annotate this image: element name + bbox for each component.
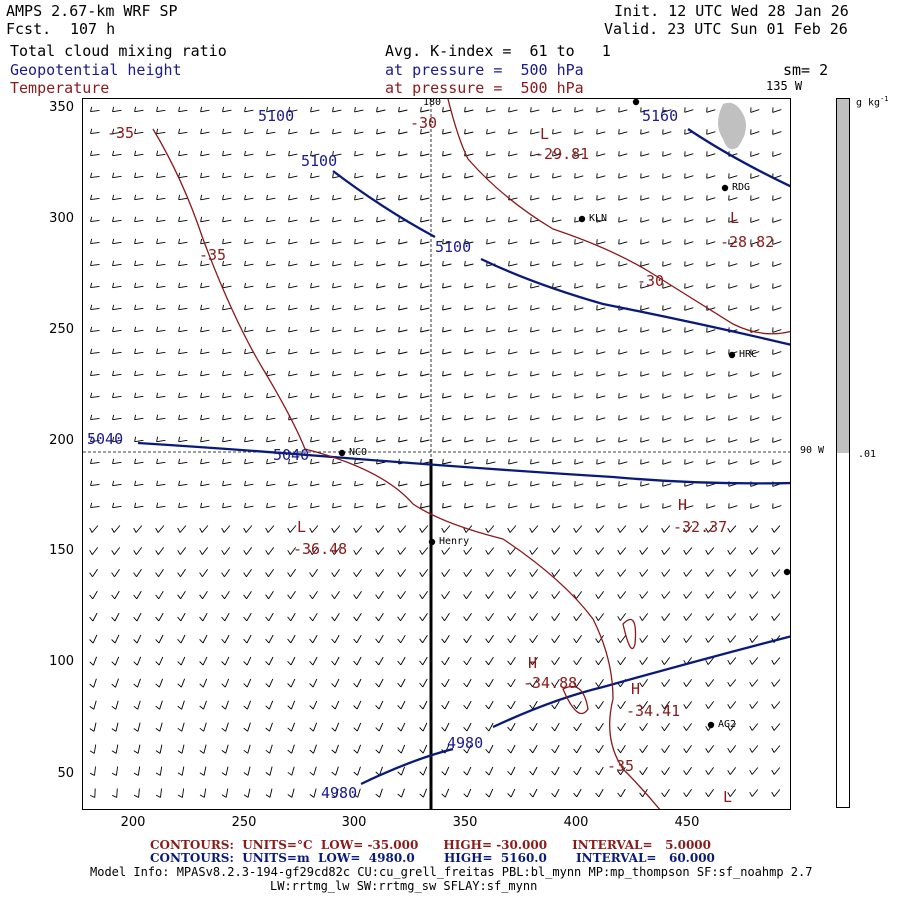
height-label: 5040 xyxy=(273,446,310,464)
temp-contour-north xyxy=(447,99,790,335)
height-label: 4980 xyxy=(447,734,484,752)
k-index-range: Avg. K-index = 61 to 1 xyxy=(385,42,611,60)
temp-contour-loop-a xyxy=(622,618,637,650)
height-contour-4980-b xyxy=(492,635,790,729)
field-cloud-label: Total cloud mixing ratio xyxy=(10,42,227,60)
extremum-value: -36.48 xyxy=(293,540,348,558)
extremum-type: L xyxy=(540,125,550,143)
height-label: 5100 xyxy=(435,238,472,256)
height-contour-5040 xyxy=(137,441,790,485)
extremum-type: H xyxy=(631,680,641,698)
field-temp-label: Temperature xyxy=(10,79,110,97)
height-label: 5100 xyxy=(258,107,295,125)
temp-pressure: at pressure = 500 hPa xyxy=(385,79,584,97)
temp-label: -35 xyxy=(199,246,227,264)
footer-height-contours: CONTOURS: UNITS=m LOW= 4980.0 HIGH= 5160… xyxy=(150,851,715,865)
model-info-line1: Model Info: MPASv8.2.3-194-gf29cd82c CU:… xyxy=(90,865,813,879)
extremum-type: L xyxy=(297,518,307,536)
forecast-label: Fcst. xyxy=(6,20,52,38)
temp-contour-west xyxy=(152,128,661,809)
height-label: 5040 xyxy=(87,430,124,448)
station-label: Henry xyxy=(439,536,470,547)
temp-contour-loop-b xyxy=(562,685,589,715)
extremum-value: -32.37 xyxy=(673,518,728,536)
station-label: AG2 xyxy=(718,719,737,730)
station-dot xyxy=(428,538,436,546)
extremum-type: L xyxy=(730,209,740,227)
x-tick: 350 xyxy=(452,815,478,830)
temp-label: -30 xyxy=(637,272,665,290)
colorbar-units: g kg-1 xyxy=(856,95,889,109)
smoothing-label: sm= 2 xyxy=(783,61,829,79)
extremum-value: -34.88 xyxy=(523,674,578,692)
x-tick: 450 xyxy=(674,815,700,830)
y-tick: 250 xyxy=(49,322,74,337)
extremum-value: -34.41 xyxy=(626,702,681,720)
height-contour-4980-a xyxy=(360,747,454,786)
model-title: AMPS 2.67-km WRF SP xyxy=(6,2,178,20)
x-tick: 250 xyxy=(231,815,257,830)
height-label: 5160 xyxy=(642,107,679,125)
map-plot: RDG KLN HRC NCO Henry AG2 180 5100 5100 … xyxy=(82,98,791,810)
station-dot xyxy=(728,351,736,359)
wind-barbs xyxy=(89,106,782,798)
station-label: HRC xyxy=(739,349,758,360)
colorbar-threshold: .01 xyxy=(858,449,877,460)
lon-135-label: 135 W xyxy=(766,79,803,93)
extremum-type: H xyxy=(678,496,688,514)
field-height-label: Geopotential height xyxy=(10,61,182,79)
station-dot xyxy=(783,568,790,576)
height-contour-5100-a xyxy=(332,170,436,239)
extremum-type: L xyxy=(723,788,733,806)
height-label: 5100 xyxy=(301,152,338,170)
station-dot xyxy=(632,99,640,106)
station-dot xyxy=(721,184,729,192)
y-tick: 200 xyxy=(49,433,74,448)
station-label: KLN xyxy=(589,213,608,224)
height-contour-5160 xyxy=(687,128,790,188)
model-info-line2: LW:rrtmg_lw SW:rrtmg_sw SFLAY:sf_mynn xyxy=(270,879,538,893)
x-tick: 400 xyxy=(563,815,589,830)
y-tick: 100 xyxy=(49,654,74,669)
y-tick: 150 xyxy=(49,543,74,558)
height-contour-5100-b xyxy=(480,257,790,346)
y-tick: 300 xyxy=(49,211,74,226)
temp-label: -35 xyxy=(107,124,135,142)
height-label: 4980 xyxy=(321,784,358,802)
extremum-value: -28.82 xyxy=(720,233,775,251)
x-tick: 200 xyxy=(120,815,146,830)
height-pressure: at pressure = 500 hPa xyxy=(385,61,584,79)
colorbar xyxy=(836,98,850,808)
station-dot xyxy=(707,721,715,729)
station-dot xyxy=(338,449,346,457)
valid-time: Valid. 23 UTC Sun 01 Feb 26 xyxy=(604,20,848,38)
extremum-value: -29.81 xyxy=(535,145,590,163)
footer-temp-contours: CONTOURS: UNITS=°C LOW= -35.000 HIGH= -3… xyxy=(150,838,712,852)
wind-barb-field xyxy=(89,106,782,798)
y-tick: 350 xyxy=(49,100,74,115)
temp-label: -35 xyxy=(607,757,635,775)
station-label: NCO xyxy=(349,447,368,458)
station-label: RDG xyxy=(732,182,751,193)
lon-180-label: 180 xyxy=(423,98,442,108)
x-tick: 300 xyxy=(341,815,367,830)
station-dot xyxy=(578,215,586,223)
forecast-hour: 107 h xyxy=(70,20,116,38)
temp-label: -30 xyxy=(410,114,438,132)
lon-90-label: 90 W xyxy=(800,445,825,456)
colorbar-fill xyxy=(837,99,849,453)
extremum-type: H xyxy=(528,654,538,672)
init-time: Init. 12 UTC Wed 28 Jan 26 xyxy=(614,2,849,20)
cloud-patch xyxy=(718,102,747,150)
y-tick: 50 xyxy=(57,766,74,781)
